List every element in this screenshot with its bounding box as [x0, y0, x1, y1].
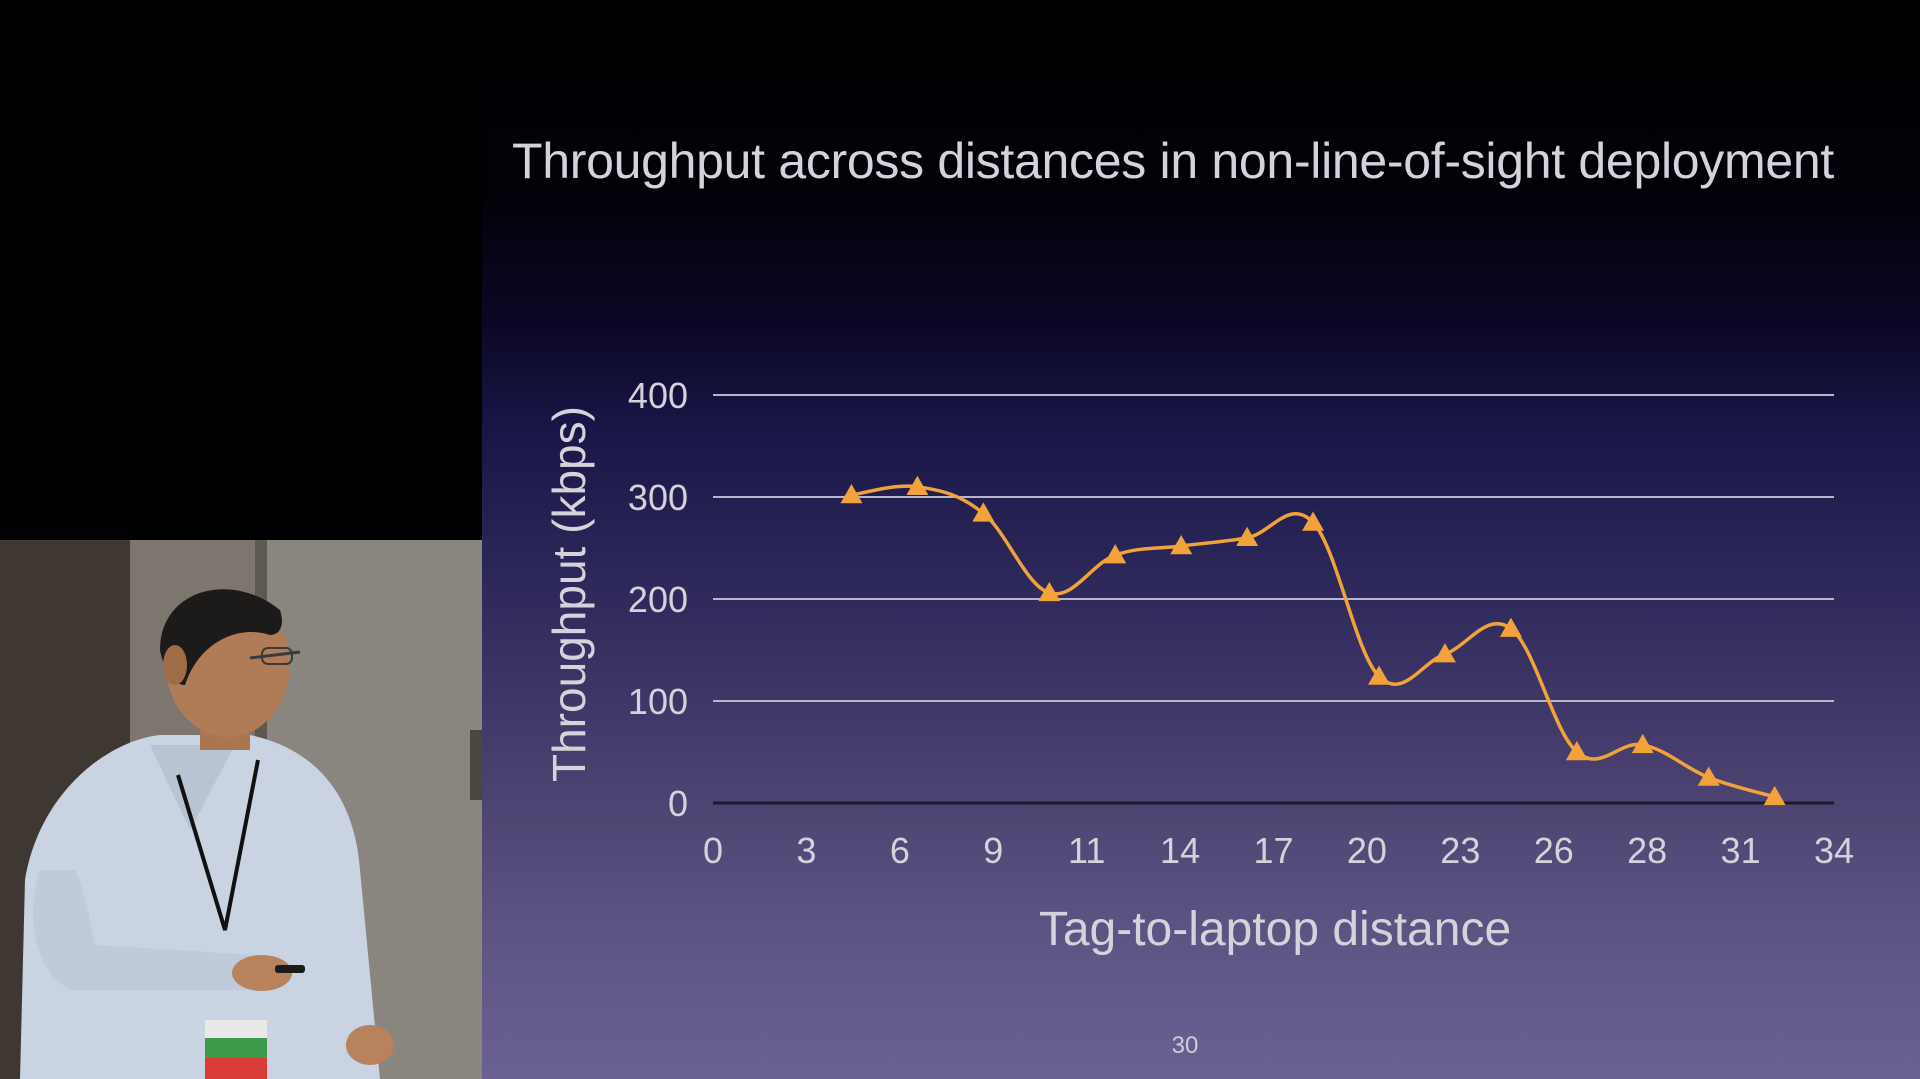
x-tick-label: 0 [703, 830, 723, 871]
y-tick-label: 300 [628, 477, 688, 518]
x-tick-label: 11 [1068, 830, 1105, 871]
data-point-marker [1038, 581, 1061, 602]
data-point-marker [906, 475, 929, 496]
y-tick-label: 0 [668, 783, 688, 824]
y-axis-label: Throughput (kbps) [543, 406, 595, 782]
y-tick-label: 200 [628, 579, 688, 620]
data-point-marker [1368, 665, 1391, 685]
x-tick-label: 31 [1721, 830, 1761, 871]
x-tick-label: 6 [890, 830, 910, 871]
speaker-camera-view [0, 540, 482, 1079]
y-tick-label: 400 [628, 375, 688, 416]
data-point-marker [1302, 511, 1325, 531]
y-tick-label: 100 [628, 681, 688, 722]
data-point-marker [1697, 766, 1720, 786]
x-tick-label: 17 [1253, 830, 1293, 871]
data-point-marker [1433, 643, 1456, 663]
x-tick-label: 9 [983, 830, 1003, 871]
data-point-marker [1763, 785, 1786, 806]
x-tick-label: 23 [1440, 830, 1480, 871]
presentation-slide [482, 0, 1920, 1079]
x-axis-label: Tag-to-laptop distance [1039, 903, 1511, 956]
speaker-figure [0, 540, 482, 1079]
x-tick-label: 34 [1814, 830, 1854, 871]
data-point-marker [1104, 544, 1127, 564]
data-point-marker [1565, 741, 1588, 761]
data-point-marker [972, 502, 995, 522]
data-point-marker [1170, 534, 1193, 555]
x-tick-label: 20 [1347, 830, 1387, 871]
x-tick-label: 26 [1534, 830, 1574, 871]
data-point-marker [840, 483, 863, 504]
data-point-marker [1236, 526, 1259, 547]
chart-title: Throughput across distances in non-line-… [512, 133, 1834, 189]
x-tick-label: 14 [1160, 830, 1200, 871]
series-line [849, 484, 1777, 799]
data-point-marker [1499, 617, 1522, 637]
slide-number: 30 [1171, 1032, 1199, 1059]
data-point-marker [1631, 733, 1654, 754]
x-tick-label: 3 [796, 830, 816, 871]
x-tick-label: 28 [1627, 830, 1667, 871]
